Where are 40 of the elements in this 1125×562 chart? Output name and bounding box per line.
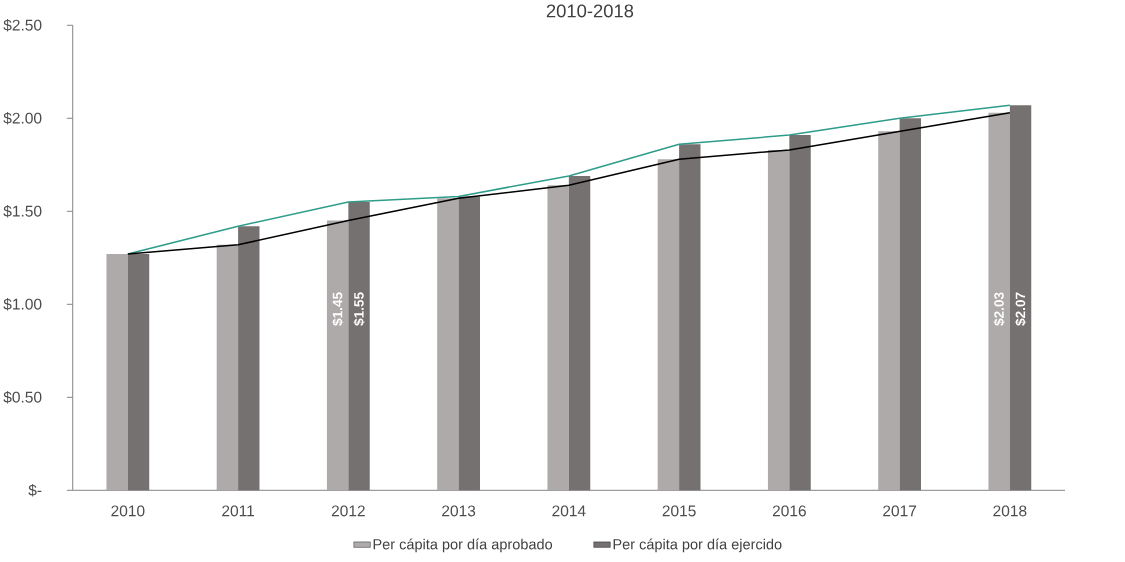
bar — [326, 220, 349, 491]
bar — [458, 196, 480, 491]
bar — [127, 253, 150, 491]
y-tick-label: $1.50 — [3, 204, 42, 218]
x-tick-label: 2014 — [552, 505, 586, 517]
bar — [899, 118, 921, 491]
data-label: $2.03 — [993, 292, 1005, 326]
y-tick-label: $1.00 — [3, 297, 42, 311]
bar — [106, 253, 128, 491]
x-tick-label: 2016 — [772, 505, 806, 517]
bar — [437, 198, 459, 491]
bar — [238, 226, 260, 491]
chart-title: 2010-2018 — [546, 4, 634, 18]
bar — [679, 144, 701, 491]
legend-label: Per cápita por día aprobado — [373, 538, 553, 553]
y-tick-label: $0.50 — [3, 390, 42, 404]
data-label: $1.45 — [332, 292, 344, 326]
x-tick-label: 2010 — [111, 505, 145, 517]
bar — [568, 175, 591, 491]
y-tick-label: $2.50 — [3, 18, 42, 32]
x-tick-label: 2018 — [993, 505, 1027, 517]
bar — [1009, 105, 1032, 491]
bar — [547, 185, 569, 491]
x-tick-label: 2017 — [883, 505, 917, 517]
bar — [767, 149, 790, 491]
x-tick-label: 2013 — [442, 505, 476, 517]
x-tick-label: 2012 — [331, 505, 365, 517]
bar — [789, 134, 811, 491]
x-tick-label: 2015 — [662, 505, 696, 517]
bar — [988, 112, 1010, 491]
data-label: $2.07 — [1015, 292, 1027, 326]
x-tick-label: 2011 — [222, 505, 254, 517]
y-tick-label: $- — [28, 483, 42, 497]
bar — [657, 159, 680, 491]
bar — [878, 131, 900, 491]
bar — [348, 201, 370, 491]
data-label: $1.55 — [353, 292, 365, 326]
y-tick-label: $2.00 — [3, 111, 42, 125]
bar — [216, 244, 239, 491]
legend-label: Per cápita por día ejercido — [613, 538, 782, 553]
